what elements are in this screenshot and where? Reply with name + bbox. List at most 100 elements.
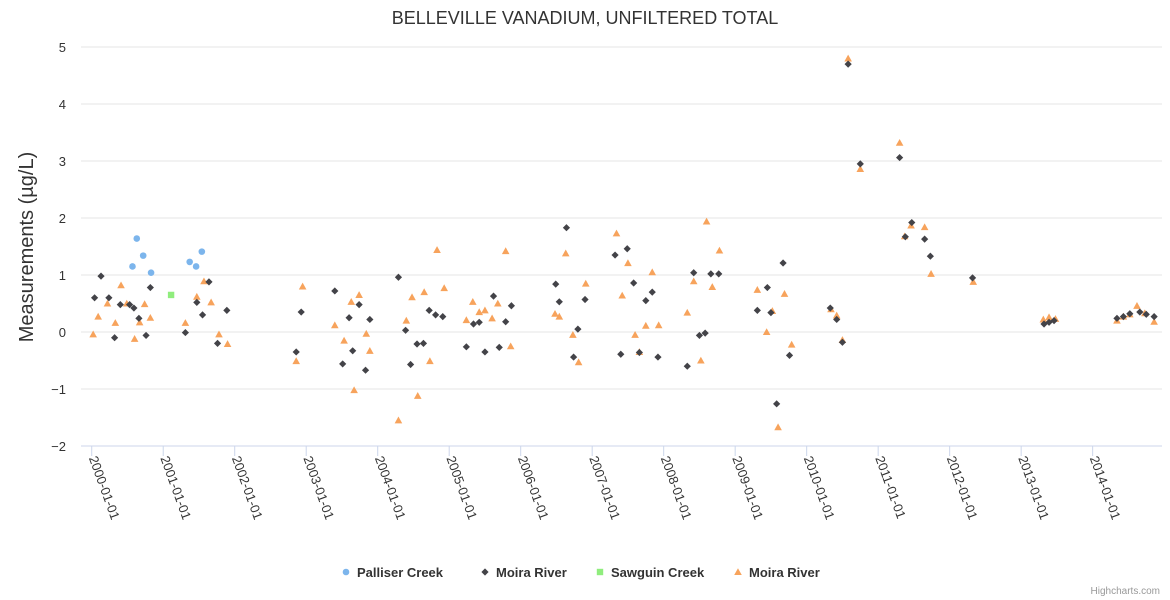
data-point-moira-river-triangle (413, 392, 422, 399)
data-point-moira-river-triangle (501, 247, 510, 255)
data-point-sawguin-creek-square (167, 291, 175, 299)
data-point-moira-river-diamond (355, 301, 363, 309)
data-point-moira-river-diamond (111, 334, 119, 342)
data-point-moira-river-diamond (361, 366, 370, 374)
data-point-moira-river-triangle (475, 308, 484, 316)
data-point-moira-river-triangle (292, 357, 300, 365)
data-point-moira-river-diamond (425, 306, 433, 314)
data-point-moira-river-triangle (774, 423, 782, 431)
data-point-moira-river-diamond (1119, 313, 1127, 321)
data-point-moira-river-diamond (135, 314, 143, 322)
data-point-moira-river-diamond (552, 280, 560, 288)
data-point-moira-river-triangle (140, 300, 149, 308)
x-tick-label: 2004-01-01 (372, 454, 409, 522)
data-point-moira-river-diamond (611, 251, 619, 259)
data-point-moira-river-triangle (856, 165, 865, 173)
data-point-moira-river-triangle (642, 321, 650, 329)
data-point-moira-river-triangle (426, 357, 434, 365)
data-point-moira-river-diamond (205, 278, 213, 286)
data-point-moira-river-triangle (89, 330, 97, 338)
data-point-moira-river-diamond (826, 304, 834, 312)
data-point-moira-river-triangle (408, 293, 416, 301)
x-tick-label: 2007-01-01 (586, 454, 623, 522)
chart-title: BELLEVILLE VANADIUM, UNFILTERED TOTAL (392, 8, 778, 28)
data-point-moira-river-triangle (488, 314, 496, 322)
legend-label[interactable]: Moira River (496, 565, 567, 580)
data-point-moira-river-diamond (701, 329, 709, 337)
data-point-moira-river-triangle (654, 321, 663, 329)
legend[interactable]: Palliser Creek Moira River Sawguin Creek Mo… (342, 565, 820, 580)
legend-item[interactable]: Sawguin Creek (596, 565, 705, 580)
data-point-moira-river-triangle (683, 308, 692, 316)
data-point-moira-river-diamond (555, 298, 563, 306)
data-point-moira-river-diamond (130, 304, 138, 312)
data-point-moira-river-diamond (419, 339, 428, 347)
data-point-moira-river-triangle (927, 270, 935, 277)
credits-link[interactable]: Highcharts.com (1091, 586, 1160, 597)
data-point-moira-river-diamond (394, 273, 403, 281)
data-point-moira-river-diamond (623, 245, 631, 253)
data-point-moira-river-diamond (213, 339, 222, 347)
data-point-moira-river-diamond (481, 348, 489, 356)
data-point-moira-river-triangle (103, 299, 112, 307)
data-point-palliser-creek-circle (192, 263, 200, 270)
data-point-moira-river-triangle (561, 249, 570, 257)
data-point-moira-river-diamond (406, 360, 415, 369)
data-point-moira-river-triangle (569, 331, 577, 338)
data-point-moira-river-diamond (1045, 318, 1053, 326)
data-point-moira-river-triangle (494, 299, 502, 307)
data-point-moira-river-diamond (126, 301, 134, 309)
legend-diamond-icon (481, 568, 489, 576)
data-point-moira-river-triangle (440, 284, 448, 292)
data-point-moira-river-triangle (462, 316, 471, 324)
legend-square-icon (596, 568, 604, 576)
data-point-moira-river-triangle (223, 340, 232, 348)
legend-label[interactable]: Palliser Creek (357, 565, 444, 580)
data-point-moira-river-triangle (787, 340, 796, 348)
data-point-moira-river-diamond (1150, 313, 1158, 321)
data-point-moira-river-triangle (366, 347, 374, 354)
data-point-moira-river-triangle (624, 259, 632, 267)
data-point-moira-river-triangle (130, 335, 139, 342)
data-point-moira-river-triangle (1133, 301, 1141, 309)
data-point-moira-river-diamond (432, 311, 440, 319)
data-point-moira-river-diamond (146, 283, 154, 292)
data-point-moira-river-diamond (707, 270, 715, 278)
data-point-moira-river-triangle (1045, 313, 1053, 321)
data-point-moira-river-diamond (921, 235, 929, 243)
data-point-moira-river-triangle (468, 297, 477, 305)
x-tick-label: 2009-01-01 (729, 454, 766, 522)
data-point-moira-river-diamond (695, 331, 704, 340)
data-point-moira-river-triangle (1039, 315, 1048, 323)
data-point-moira-river-diamond (617, 350, 625, 358)
data-point-moira-river-triangle (780, 290, 789, 297)
legend-label[interactable]: Moira River (749, 565, 820, 580)
data-point-moira-river-triangle (94, 312, 102, 320)
data-point-moira-river-triangle (347, 297, 356, 305)
data-point-moira-river-triangle (433, 246, 441, 253)
series-moira-river-diamond (90, 60, 1158, 408)
data-point-moira-river-triangle (117, 281, 125, 289)
data-point-moira-river-triangle (715, 246, 724, 254)
data-point-moira-river-triangle (555, 312, 564, 320)
y-tick-label: 0 (59, 325, 66, 340)
data-point-moira-river-diamond (648, 288, 656, 296)
legend-item[interactable]: Moira River (481, 565, 567, 580)
legend-item[interactable]: Palliser Creek (342, 565, 444, 580)
y-gridlines (81, 46, 1162, 390)
legend-triangle-icon (734, 568, 742, 576)
data-point-moira-river-triangle (362, 329, 371, 337)
legend-label[interactable]: Sawguin Creek (611, 565, 705, 580)
data-point-moira-river-diamond (502, 318, 510, 326)
data-point-moira-river-diamond (105, 294, 113, 302)
data-point-moira-river-diamond (198, 311, 207, 319)
data-point-moira-river-diamond (1142, 310, 1150, 318)
data-point-moira-river-triangle (481, 306, 489, 314)
legend-item[interactable]: Moira River (734, 565, 820, 580)
data-point-moira-river-triangle (506, 342, 515, 350)
data-point-moira-river-diamond (223, 306, 231, 314)
data-point-moira-river-triangle (832, 311, 841, 319)
data-point-moira-river-triangle (331, 321, 339, 329)
data-point-moira-river-diamond (462, 343, 470, 351)
